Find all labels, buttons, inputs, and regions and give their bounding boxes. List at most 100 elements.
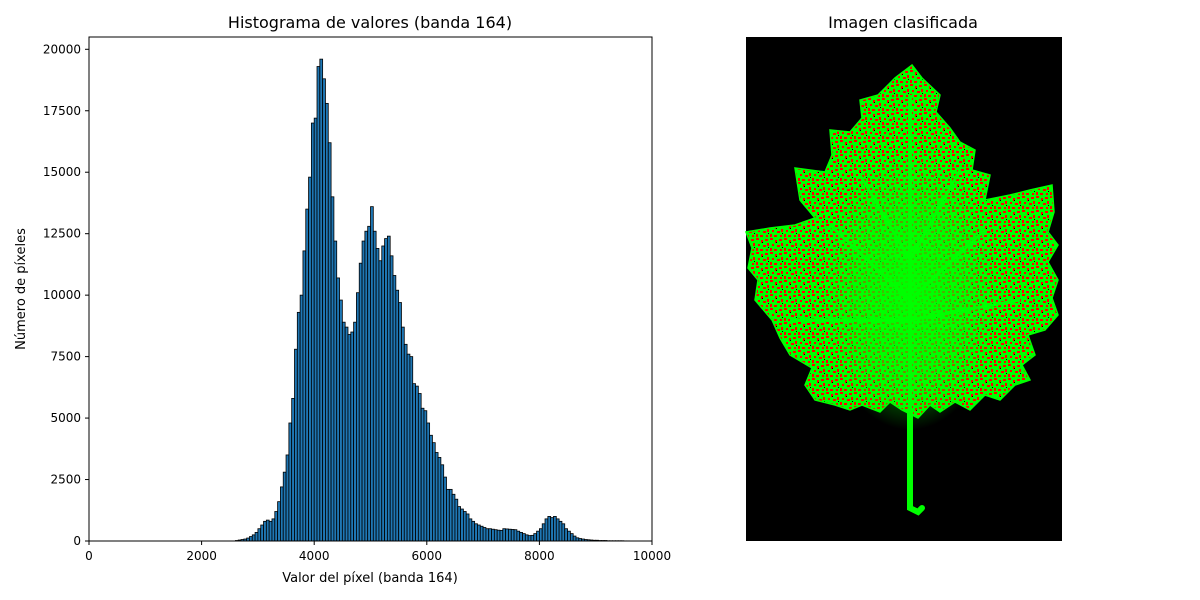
histogram-bar <box>327 142 332 542</box>
histogram-bar <box>316 66 321 542</box>
histogram-bar <box>356 292 360 542</box>
histogram-bar <box>381 245 385 542</box>
histogram-bar <box>341 321 346 542</box>
histogram-bar <box>530 534 535 542</box>
histogram-bar <box>389 255 394 542</box>
histogram-bar <box>271 518 276 542</box>
y-tick-label: 17500 <box>43 104 81 118</box>
histogram-bar <box>550 517 554 542</box>
histogram-bar <box>426 422 431 542</box>
x-tick-label: 10000 <box>633 549 671 563</box>
histogram-bar <box>339 299 343 542</box>
histogram-bar <box>547 516 552 542</box>
histogram-bar <box>249 536 253 542</box>
histogram-bar <box>330 196 335 542</box>
histogram-bar <box>308 176 312 542</box>
histogram-bar <box>493 529 498 542</box>
histogram-bar <box>412 383 416 542</box>
histogram-bar <box>347 334 352 542</box>
histogram-bar <box>499 530 504 542</box>
histogram-bar <box>370 206 374 542</box>
histogram-bar <box>522 533 526 542</box>
histogram-bar <box>491 528 495 542</box>
histogram-bar <box>524 534 529 542</box>
histogram-bar <box>527 535 532 542</box>
histogram-bar <box>403 343 408 542</box>
histogram-bar <box>364 230 369 542</box>
x-tick-label: 4000 <box>299 549 330 563</box>
histogram-bar <box>302 250 307 542</box>
y-tick-label: 12500 <box>43 227 81 241</box>
y-tick-label: 20000 <box>43 42 81 56</box>
histogram-bar <box>423 410 428 542</box>
histogram-axes-frame <box>88 36 653 542</box>
histogram-bar <box>496 529 501 542</box>
histogram-bar <box>268 520 273 542</box>
histogram-bar <box>282 471 287 542</box>
classified-image-panel: Imagen clasificada <box>744 13 1062 541</box>
histogram-bar <box>429 434 433 542</box>
y-axis-ticks: 0 2500 5000 7500 10000 12500 15000 17500 20000 <box>43 42 89 548</box>
histogram-bar <box>502 528 507 542</box>
histogram-bar <box>465 513 470 542</box>
histogram-bar <box>510 529 515 542</box>
histogram-bar <box>386 235 391 542</box>
histogram-bar <box>479 525 484 542</box>
histogram-bar <box>462 511 467 542</box>
histogram-bar <box>288 422 293 542</box>
histogram-bar <box>533 533 537 542</box>
histogram-bar <box>561 523 566 542</box>
histogram-bar <box>519 532 523 542</box>
histogram-bar <box>406 353 411 542</box>
histogram-bar <box>415 385 419 542</box>
histogram-bar <box>451 493 456 542</box>
classified-image-title: Imagen clasificada <box>828 13 978 32</box>
histogram-bar <box>536 530 540 542</box>
histogram-bar <box>358 262 363 542</box>
histogram-bar <box>395 289 400 542</box>
histogram-bar <box>553 516 557 542</box>
histogram-bar <box>319 58 324 542</box>
leaf-veins <box>790 169 1021 322</box>
histogram-bar <box>375 248 380 542</box>
histogram-bar <box>372 230 377 542</box>
histogram-bar <box>294 348 298 542</box>
histogram-bar <box>398 302 402 542</box>
histogram-bar <box>417 393 422 542</box>
histogram-bar <box>448 488 453 542</box>
histogram-bar <box>508 528 512 542</box>
x-tick-label: 0 <box>85 549 93 563</box>
histogram-bar <box>485 528 490 542</box>
histogram-bar <box>392 275 397 542</box>
histogram-bar <box>558 520 563 542</box>
histogram-bar <box>555 518 560 542</box>
histogram-bar <box>367 225 371 542</box>
histogram-bar <box>265 519 270 542</box>
histogram-bar <box>460 508 464 542</box>
histogram-bar <box>350 331 355 542</box>
histogram-bar <box>482 527 487 542</box>
histogram-bar <box>378 260 383 542</box>
histogram-bar <box>333 240 338 542</box>
histogram-bar <box>539 528 543 542</box>
histogram-bars <box>234 58 630 542</box>
histogram-bar <box>344 326 349 542</box>
histogram-bar <box>569 533 574 542</box>
histogram-bar <box>567 530 571 542</box>
y-tick-label: 0 <box>73 534 81 548</box>
histogram-bar <box>471 520 476 542</box>
histogram-bar <box>277 501 281 542</box>
y-tick-label: 5000 <box>50 411 81 425</box>
histogram-bar <box>280 486 284 542</box>
y-tick-label: 2500 <box>50 473 81 487</box>
histogram-bar <box>544 518 549 542</box>
histogram-bar <box>541 523 546 542</box>
x-tick-label: 2000 <box>186 549 217 563</box>
histogram-bar <box>285 454 290 542</box>
histogram-bar <box>401 326 405 542</box>
histogram-bar <box>440 464 445 542</box>
x-axis-label: Valor del píxel (banda 164) <box>282 571 458 586</box>
histogram-bar <box>513 529 518 542</box>
histogram-bar <box>336 277 340 542</box>
histogram-bar <box>322 78 326 542</box>
